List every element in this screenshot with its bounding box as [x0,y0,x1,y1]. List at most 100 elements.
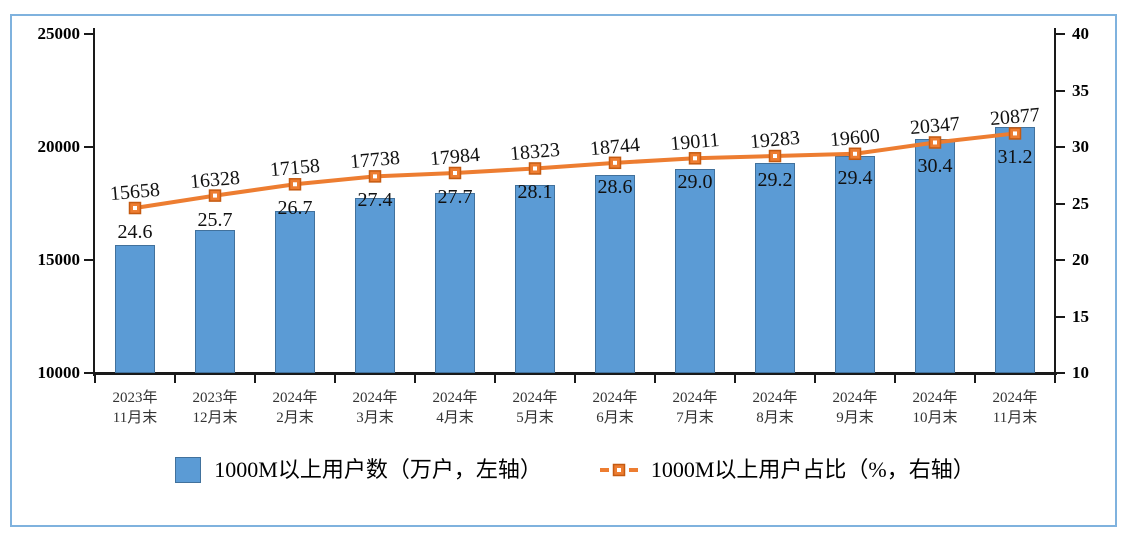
x-axis-category-label: 2023年 12月末 [192,390,238,426]
x-axis-tick [654,374,656,383]
right-axis-tick [1055,372,1065,374]
line-value-label: 31.2 [997,146,1033,169]
right-axis-tick [1055,89,1065,92]
line-value-label: 29.4 [837,166,873,189]
right-axis-tick [1055,202,1065,205]
bar-value-label: 20347 [909,113,961,140]
line-point-marker-center [693,156,697,161]
x-axis-category-label: 2024年 9月末 [832,390,878,426]
right-axis-tick-label: 25 [1072,193,1089,213]
line-value-label: 28.1 [517,181,553,204]
y-axis-tick-label: 25000 [37,24,81,43]
y-axis-left-line [93,28,95,376]
x-axis-category-label: 2024年 3月末 [352,390,398,426]
bar-value-label: 19011 [669,129,721,156]
x-axis-tick [1054,374,1056,383]
line-value-label: 30.4 [917,155,953,178]
bar [595,175,635,373]
x-axis-tick [334,374,336,383]
line-value-label: 29.0 [677,171,713,194]
legend-label-bars: 1000M以上用户数（万户，左轴） [214,457,542,482]
bar-value-label: 18744 [589,133,641,160]
right-axis-tick [1055,259,1065,261]
x-axis-tick [894,374,896,383]
right-axis-tick-label: 30 [1072,137,1089,156]
right-axis-tick-label: 20 [1072,250,1089,269]
line-value-label: 27.4 [357,189,393,212]
line-point-marker-center [133,206,137,211]
bar [115,245,155,373]
legend-item-bars: 1000M以上用户数（万户，左轴） [175,457,542,483]
line-series-marker [599,462,638,478]
line-point-marker [288,178,302,191]
bar-value-label: 16328 [189,166,241,193]
right-axis-tick [1055,315,1065,318]
line-point-marker [368,170,382,183]
bar-series-swatch [175,457,202,483]
right-axis-tick-label: 40 [1072,24,1089,43]
bar [275,211,315,373]
x-axis-category-label: 2024年 6月末 [592,390,638,426]
x-axis-tick [574,374,576,383]
x-axis-line [93,372,1057,375]
bar [675,169,715,373]
line-point-marker-center [453,170,457,175]
bar-value-label: 19600 [829,124,881,151]
bar-value-label: 17984 [429,143,481,171]
bar-value-label: 15658 [109,178,161,206]
legend-label-line: 1000M以上用户占比（%，右轴） [650,457,975,482]
line-point-marker-center [773,154,777,159]
bar [755,163,795,373]
line-value-label: 28.6 [597,175,633,198]
line-point-marker-center [373,174,377,179]
legend-item-line: 1000M以上用户占比（%，右轴） [599,457,975,483]
y-axis-tick [84,372,94,374]
right-axis-tick [1055,146,1065,148]
x-axis-tick [174,374,176,383]
y-axis-tick-label: 20000 [37,137,81,156]
line-point-marker [528,162,542,175]
y-axis-tick-label: 15000 [37,250,81,269]
line-legend-glyph [599,463,638,477]
line-value-label: 26.7 [277,197,313,220]
right-axis-tick [1055,33,1065,35]
line-point-marker-center [613,160,617,165]
x-axis-category-label: 2023年 11月末 [112,390,158,426]
right-axis-tick-label: 35 [1072,80,1089,100]
line-point-marker-center [213,193,217,198]
line-point-marker [688,152,702,165]
x-axis-tick [814,374,816,383]
legend-line-square-center [616,468,621,472]
y-axis-right-line [1054,28,1056,376]
x-axis-category-label: 2024年 8月末 [752,390,798,426]
line-value-label: 24.6 [117,221,153,244]
chart-legend: 1000M以上用户数（万户，左轴） 1000M以上用户占比（%，右轴） [95,449,1055,491]
right-axis-tick-label: 10 [1072,363,1089,382]
line-point-marker-center [533,166,537,171]
y-axis-tick-label: 10000 [37,363,81,382]
bar-value-label: 20877 [989,104,1041,131]
x-axis-category-label: 2024年 2月末 [272,390,318,426]
bar [515,184,555,373]
right-axis-tick-label: 15 [1072,306,1089,326]
x-axis-tick [974,374,976,383]
x-axis-category-label: 2024年 11月末 [992,390,1038,426]
x-axis-category-label: 2024年 4月末 [432,390,478,426]
bar [355,198,395,373]
bar-value-label: 18323 [509,139,561,166]
y-axis-tick [84,146,94,148]
bar [195,229,235,373]
x-axis-tick [494,374,496,383]
x-axis-tick [414,374,416,383]
y-axis-tick [84,33,94,35]
x-axis-tick [734,374,736,383]
y-axis-tick [84,259,94,261]
x-axis-tick [94,374,96,383]
x-axis-category-label: 2024年 10月末 [912,390,958,426]
line-point-marker-center [293,182,297,187]
bar-value-label: 17158 [269,155,321,182]
line-value-label: 25.7 [197,208,233,231]
line-value-label: 27.7 [437,185,473,208]
bar-value-label: 17738 [349,147,401,174]
